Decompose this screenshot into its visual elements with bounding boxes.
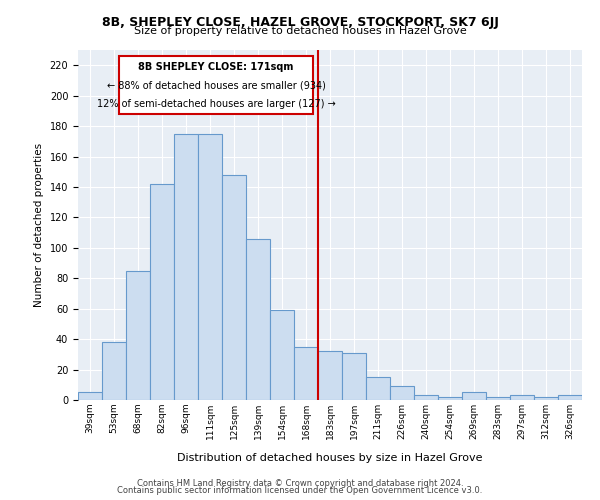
Bar: [246, 238, 270, 400]
Bar: [534, 397, 558, 400]
Bar: [150, 184, 174, 400]
Bar: [126, 270, 150, 400]
FancyBboxPatch shape: [119, 56, 313, 114]
Bar: [270, 310, 294, 400]
Bar: [486, 397, 510, 400]
Text: Contains HM Land Registry data © Crown copyright and database right 2024.: Contains HM Land Registry data © Crown c…: [137, 478, 463, 488]
Bar: [174, 134, 198, 400]
Text: 8B, SHEPLEY CLOSE, HAZEL GROVE, STOCKPORT, SK7 6JJ: 8B, SHEPLEY CLOSE, HAZEL GROVE, STOCKPOR…: [101, 16, 499, 29]
Text: ← 88% of detached houses are smaller (934): ← 88% of detached houses are smaller (93…: [107, 80, 325, 90]
Bar: [390, 386, 414, 400]
Text: Size of property relative to detached houses in Hazel Grove: Size of property relative to detached ho…: [134, 26, 466, 36]
Bar: [366, 377, 390, 400]
Bar: [462, 392, 486, 400]
Bar: [102, 342, 126, 400]
Bar: [222, 175, 246, 400]
X-axis label: Distribution of detached houses by size in Hazel Grove: Distribution of detached houses by size …: [177, 453, 483, 463]
Bar: [78, 392, 102, 400]
Bar: [342, 353, 366, 400]
Bar: [510, 396, 534, 400]
Bar: [558, 396, 582, 400]
Text: 8B SHEPLEY CLOSE: 171sqm: 8B SHEPLEY CLOSE: 171sqm: [139, 62, 293, 72]
Bar: [414, 396, 438, 400]
Text: Contains public sector information licensed under the Open Government Licence v3: Contains public sector information licen…: [118, 486, 482, 495]
Y-axis label: Number of detached properties: Number of detached properties: [34, 143, 44, 307]
Bar: [438, 397, 462, 400]
Bar: [198, 134, 222, 400]
Bar: [294, 346, 318, 400]
Bar: [318, 352, 342, 400]
Text: 12% of semi-detached houses are larger (127) →: 12% of semi-detached houses are larger (…: [97, 98, 335, 108]
